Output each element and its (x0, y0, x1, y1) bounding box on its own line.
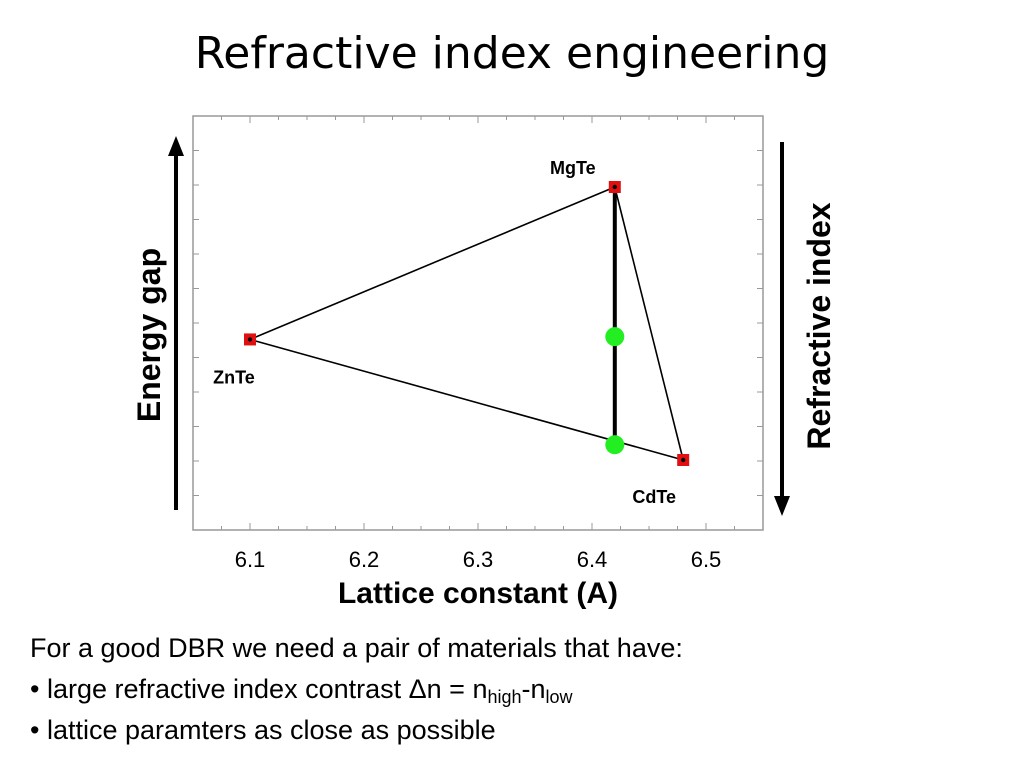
label-znte: ZnTe (213, 367, 255, 387)
x-tick-label: 6.2 (349, 547, 380, 572)
marker-dot-znte (247, 337, 253, 342)
x-tick-label: 6.4 (577, 547, 608, 572)
label-mgte: MgTe (550, 158, 596, 178)
mixed-point-2 (605, 435, 625, 455)
line-mgte-cdte (614, 186, 684, 461)
data-markers (244, 181, 690, 466)
marker-dot-cdte (681, 457, 686, 463)
x-tick-label: 6.5 (691, 547, 722, 572)
plot-frame (192, 115, 764, 531)
slide-title: Refractive index engineering (194, 28, 830, 79)
bullet-index-contrast: • large refractive index contrast Δn = n… (30, 669, 683, 710)
y-axis-title: Energy gap (131, 248, 167, 422)
connecting-lines (249, 186, 684, 461)
x-axis-title: Lattice constant (A) (338, 577, 618, 610)
sub-low: low (545, 687, 573, 707)
point-labels: ZnTe MgTe CdTe (213, 158, 676, 507)
body-text: For a good DBR we need a pair of materia… (30, 628, 683, 751)
energy-gap-arrowhead (168, 136, 184, 156)
x-tick-labels: 6.1 6.2 6.3 6.4 6.5 (235, 547, 722, 572)
bullet-lattice: • lattice paramters as close as possible (30, 715, 496, 745)
label-cdte: CdTe (632, 487, 676, 507)
marker-dot-mgte (612, 184, 617, 190)
intro-line: For a good DBR we need a pair of materia… (30, 633, 683, 663)
bullet1-text: • large refractive index contrast Δn = n (30, 674, 488, 704)
x-tick-label: 6.3 (463, 547, 494, 572)
dash-n: -n (521, 674, 546, 704)
x-tick-label: 6.1 (235, 547, 266, 572)
right-axis-title: Refractive index (801, 202, 837, 449)
line-znte-mgte (249, 186, 616, 341)
sub-high: high (487, 687, 522, 707)
refractive-index-arrowhead (774, 496, 790, 516)
axis-ticks (192, 116, 764, 530)
mixed-point-1 (605, 327, 625, 347)
